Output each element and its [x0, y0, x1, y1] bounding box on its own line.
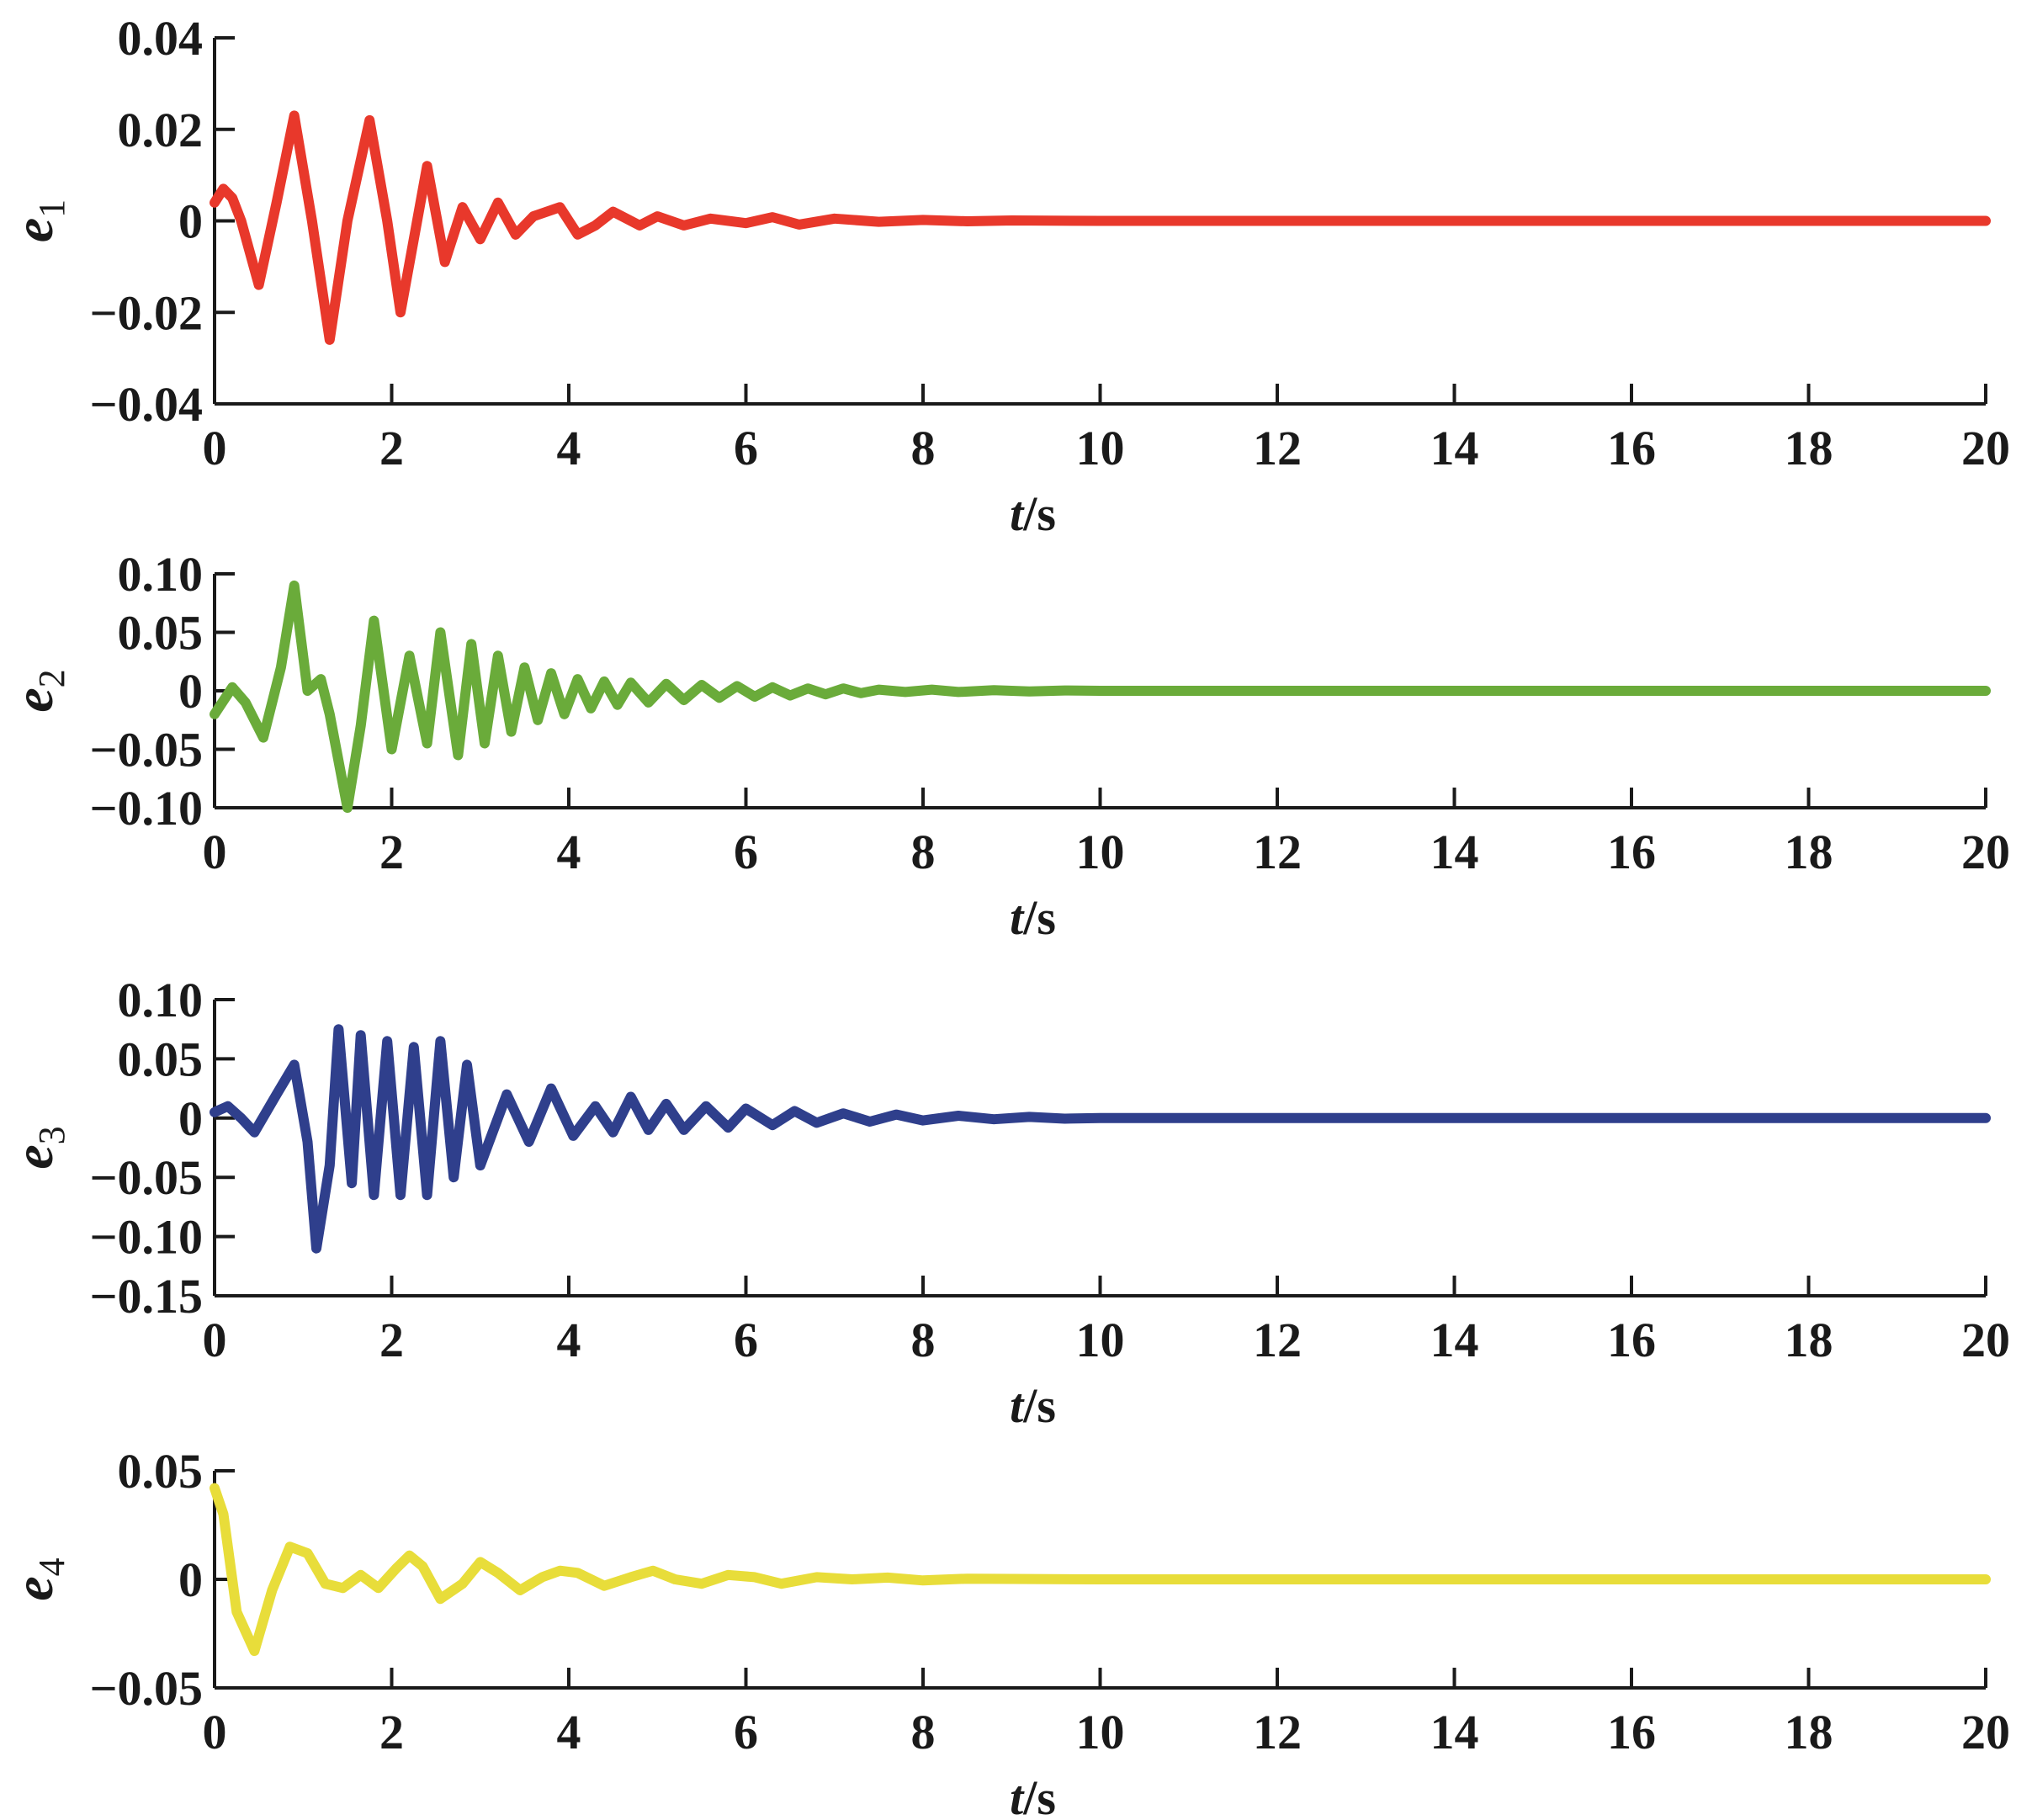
x-tick-label: 2	[379, 421, 404, 475]
x-tick-label: 18	[1785, 1705, 1833, 1759]
x-tick-label: 18	[1785, 1313, 1833, 1367]
series-line-e3	[210, 1024, 1991, 1254]
y-axis-title: e2	[3, 669, 72, 712]
y-axis-title-var: e	[3, 1576, 65, 1600]
x-tick-label: 2	[379, 1313, 404, 1367]
y-axis-title-subscript: 2	[31, 669, 72, 687]
x-tick-label: 12	[1253, 1705, 1302, 1759]
x-tick-label: 16	[1607, 421, 1656, 475]
y-tick-label: −0.04	[89, 377, 203, 432]
x-tick-label: 2	[379, 1705, 404, 1759]
x-tick-label: 8	[911, 1313, 936, 1367]
x-axis-title: t/s	[1010, 1770, 1056, 1820]
x-axis-title: t/s	[1010, 486, 1056, 541]
y-axis-title-var: e	[3, 1144, 65, 1169]
y-tick-label: −0.05	[89, 1661, 203, 1716]
x-tick-label: 20	[1961, 421, 2010, 475]
y-tick-label: 0	[178, 194, 203, 249]
x-tick-label: 10	[1076, 1313, 1125, 1367]
x-tick-label: 0	[203, 1313, 227, 1367]
x-axis-title: t/s	[1010, 1378, 1056, 1433]
y-tick-label: 0.04	[118, 11, 204, 66]
y-axis-title: e3	[3, 1126, 72, 1169]
x-axis-title-var: t	[1010, 1378, 1025, 1433]
y-tick-label: −0.05	[89, 1150, 203, 1205]
x-tick-label: 18	[1785, 421, 1833, 475]
x-tick-label: 8	[911, 421, 936, 475]
x-tick-label: 4	[557, 1313, 581, 1367]
panel-e1: 0 2 4 6 8 10 12 14 16 18 20 −0.04 −0.02 0 0.02 0.04 t/s e…	[3, 11, 2010, 541]
y-tick-label: −0.02	[89, 285, 203, 340]
y-axis-title-var: e	[3, 218, 65, 242]
x-tick-label: 12	[1253, 421, 1302, 475]
x-tick-label: 6	[734, 421, 758, 475]
x-tick-label: 18	[1785, 825, 1833, 879]
x-axis-title-unit: /s	[1022, 890, 1056, 945]
x-tick-label: 8	[911, 825, 936, 879]
y-tick-label: 0.05	[118, 1444, 204, 1499]
x-tick-label: 4	[557, 1705, 581, 1759]
y-tick-label: −0.10	[89, 781, 203, 836]
y-tick-label: 0.10	[118, 547, 204, 602]
x-tick-label: 8	[911, 1705, 936, 1759]
y-tick-label: 0	[178, 1552, 203, 1607]
x-axis-title-unit: /s	[1022, 1770, 1056, 1820]
x-tick-label: 2	[379, 825, 404, 879]
x-axis-title: t/s	[1010, 890, 1056, 945]
x-tick-label: 20	[1961, 1313, 2010, 1367]
y-tick-label: −0.10	[89, 1210, 203, 1265]
x-tick-label: 10	[1076, 825, 1125, 879]
x-axis-title-unit: /s	[1022, 1378, 1056, 1433]
series-line-e2	[210, 580, 1991, 813]
x-tick-label: 20	[1961, 825, 2010, 879]
x-tick-label: 12	[1253, 1313, 1302, 1367]
y-tick-label: −0.05	[89, 723, 203, 777]
x-tick-label: 20	[1961, 1705, 2010, 1759]
y-tick-label: 0.10	[118, 973, 204, 1027]
x-tick-label: 14	[1430, 1313, 1479, 1367]
x-tick-label: 6	[734, 1313, 758, 1367]
x-tick-label: 16	[1607, 1705, 1656, 1759]
y-tick-label: 0	[178, 1091, 203, 1146]
x-tick-label: 0	[203, 1705, 227, 1759]
series-line-e4	[210, 1483, 1991, 1657]
panel-e2: 0 2 4 6 8 10 12 14 16 18 20−0.10−0.0500.050.10t/se…	[3, 547, 2010, 945]
x-tick-label: 16	[1607, 1313, 1656, 1367]
y-axis-title: e4	[3, 1557, 72, 1600]
x-axis-title-var: t	[1010, 1770, 1025, 1820]
x-tick-label: 6	[734, 1705, 758, 1759]
y-axis-title: e1	[3, 199, 72, 242]
y-tick-label: −0.15	[89, 1269, 203, 1324]
y-tick-label: 0	[178, 664, 203, 719]
x-tick-label: 14	[1430, 1705, 1479, 1759]
x-tick-label: 4	[557, 421, 581, 475]
x-tick-label: 12	[1253, 825, 1302, 879]
x-axis-title-var: t	[1010, 890, 1025, 945]
y-axis-title-subscript: 1	[31, 199, 72, 218]
x-tick-label: 4	[557, 825, 581, 879]
y-axis-title-var: e	[3, 687, 65, 712]
series-line-e1	[210, 110, 1991, 345]
y-tick-label: 0.05	[118, 1032, 204, 1086]
x-tick-label: 0	[203, 421, 227, 475]
x-tick-label: 0	[203, 825, 227, 879]
x-axis-title-unit: /s	[1022, 486, 1056, 541]
x-tick-label: 14	[1430, 421, 1479, 475]
x-axis-title-var: t	[1010, 486, 1025, 541]
x-tick-label: 6	[734, 825, 758, 879]
y-axis-title-subscript: 3	[31, 1126, 72, 1144]
y-tick-label: 0.05	[118, 606, 204, 661]
x-tick-label: 14	[1430, 825, 1479, 879]
x-tick-label: 10	[1076, 421, 1125, 475]
panel-e3: 0 2 4 6 8 10 12 14 16 18 20−0.15−0.10−0.0500.050.1…	[3, 973, 2010, 1433]
x-tick-label: 16	[1607, 825, 1656, 879]
x-tick-label: 10	[1076, 1705, 1125, 1759]
y-axis-title-subscript: 4	[31, 1557, 72, 1576]
y-tick-label: 0.02	[118, 103, 204, 157]
